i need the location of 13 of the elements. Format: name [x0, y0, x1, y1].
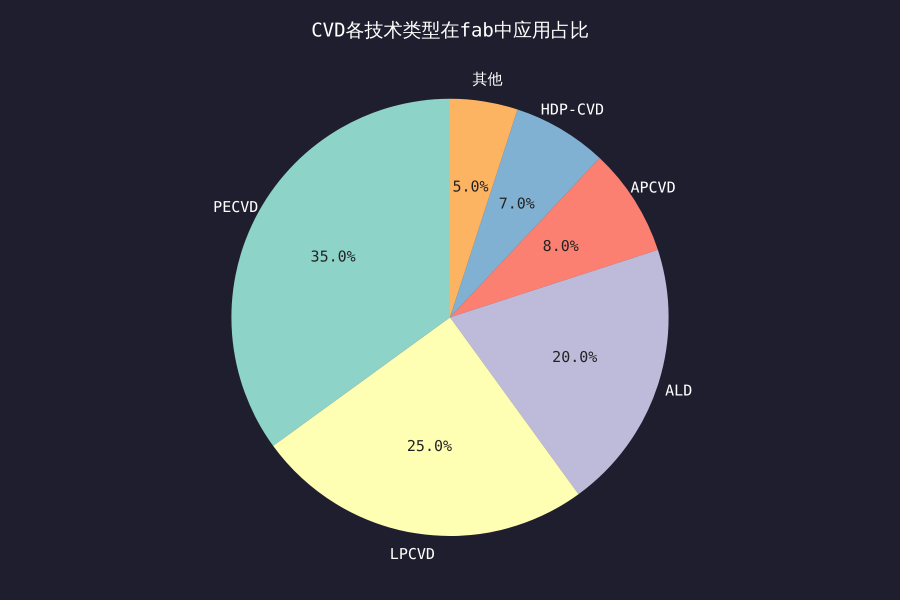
slice-label: ALD	[665, 382, 692, 400]
data-label: 35.0%	[310, 248, 356, 266]
data-label: 25.0%	[406, 436, 452, 455]
data-label: 7.0%	[498, 194, 535, 212]
slice-label: 其他	[472, 70, 503, 88]
slice-label: HDP-CVD	[540, 100, 604, 118]
slice-label: PECVD	[213, 198, 258, 216]
data-label: 5.0%	[452, 178, 489, 196]
data-label: 20.0%	[552, 348, 598, 366]
slice-label: APCVD	[630, 178, 676, 196]
data-label: 8.0%	[542, 237, 579, 256]
slice-label: LPCVD	[390, 544, 435, 563]
chart-title: CVD各技术类型在fab中应用占比	[311, 19, 589, 42]
